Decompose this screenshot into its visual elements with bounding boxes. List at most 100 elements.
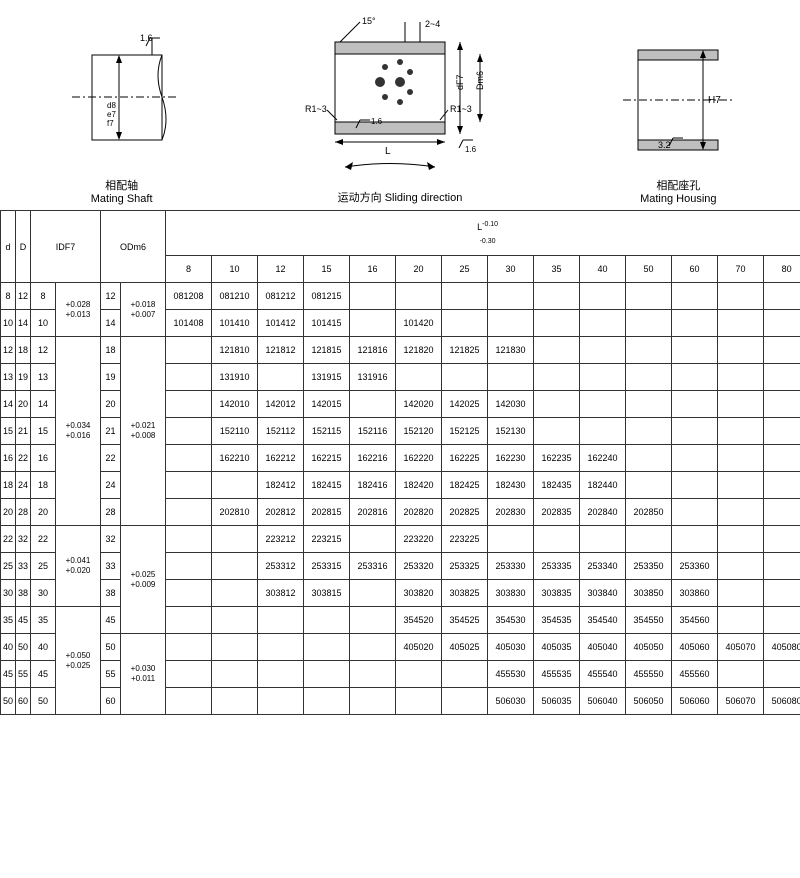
cell-L <box>764 337 800 364</box>
cell-L: 152110 <box>212 418 258 445</box>
cell-odm: 20 <box>101 391 121 418</box>
table-row: 1521152115211015211215211515211615212015… <box>1 418 800 445</box>
cell-L: 253360 <box>672 553 718 580</box>
diagram-mating-shaft: 1.6 d8 e7 f7 相配轴Mating Shaft <box>62 30 182 205</box>
cell-L: 405050 <box>626 634 672 661</box>
cell-L: 152115 <box>304 418 350 445</box>
cell-L: 182415 <box>304 472 350 499</box>
h-size-35: 35 <box>534 256 580 283</box>
cell-L: 455535 <box>534 661 580 688</box>
cell-L: 303840 <box>580 580 626 607</box>
cell-L: 142015 <box>304 391 350 418</box>
cell-L: 303835 <box>534 580 580 607</box>
cell-L <box>764 472 800 499</box>
cell-L: 354560 <box>672 607 718 634</box>
cell-L <box>212 472 258 499</box>
cell-L <box>212 607 258 634</box>
cell-L: 182440 <box>580 472 626 499</box>
table-row: 223222+0.041+0.02032+0.025+0.00922321222… <box>1 526 800 553</box>
cell-idf: 35 <box>31 607 56 634</box>
cell-L <box>718 283 764 310</box>
cell-L <box>442 310 488 337</box>
h-size-20: 20 <box>396 256 442 283</box>
h-size-8: 8 <box>166 256 212 283</box>
cell-L: 506050 <box>626 688 672 715</box>
cell-L: 101420 <box>396 310 442 337</box>
cell-L <box>166 472 212 499</box>
cell-L <box>304 661 350 688</box>
h-size-12: 12 <box>258 256 304 283</box>
cell-L <box>718 337 764 364</box>
cell-L <box>304 634 350 661</box>
cell-L <box>488 364 534 391</box>
cell-L: 253315 <box>304 553 350 580</box>
cell-L <box>718 526 764 553</box>
cell-d: 10 <box>1 310 16 337</box>
cell-L: 405030 <box>488 634 534 661</box>
r-left: R1~3 <box>305 104 327 114</box>
h-D: D <box>16 211 31 283</box>
cell-L <box>672 418 718 445</box>
cell-D: 28 <box>16 499 31 526</box>
cell-L: 162216 <box>350 445 396 472</box>
cell-L: 303815 <box>304 580 350 607</box>
cell-L: 202810 <box>212 499 258 526</box>
cell-idf: 20 <box>31 499 56 526</box>
mating-shaft-svg: 1.6 d8 e7 f7 <box>62 30 182 170</box>
cell-idf-tol: +0.041+0.020 <box>56 526 101 607</box>
cell-L <box>626 391 672 418</box>
cell-L <box>580 337 626 364</box>
spec-table: d D IDF7 ODm6 L-0.10 -0.30 8101215162025… <box>0 210 800 715</box>
cell-L: 303812 <box>258 580 304 607</box>
cell-L: 121812 <box>258 337 304 364</box>
cell-L: 455560 <box>672 661 718 688</box>
cell-L <box>580 283 626 310</box>
cell-odm: 60 <box>101 688 121 715</box>
cell-L: 162212 <box>258 445 304 472</box>
cell-L: 131915 <box>304 364 350 391</box>
cell-L <box>166 499 212 526</box>
cell-L <box>166 580 212 607</box>
cell-idf-tol: +0.034+0.016 <box>56 337 101 526</box>
cell-idf: 8 <box>31 283 56 310</box>
cell-L <box>166 661 212 688</box>
cell-L <box>534 364 580 391</box>
cell-idf: 45 <box>31 661 56 688</box>
cell-L <box>764 607 800 634</box>
cell-L: 081215 <box>304 283 350 310</box>
cell-L: 182420 <box>396 472 442 499</box>
cell-L: 121816 <box>350 337 396 364</box>
slide-cn: 运动方向 <box>338 192 382 204</box>
cell-L: 142030 <box>488 391 534 418</box>
cell-L: 253312 <box>258 553 304 580</box>
cell-L: 202840 <box>580 499 626 526</box>
cell-L <box>534 526 580 553</box>
L: L <box>385 146 391 157</box>
cell-L <box>764 364 800 391</box>
cell-L: 223220 <box>396 526 442 553</box>
cell-odm-tol: +0.021+0.008 <box>121 337 166 526</box>
cell-D: 33 <box>16 553 31 580</box>
cell-D: 24 <box>16 472 31 499</box>
cell-L: 182435 <box>534 472 580 499</box>
cell-L: 162220 <box>396 445 442 472</box>
cell-L: 354525 <box>442 607 488 634</box>
cell-L: 182425 <box>442 472 488 499</box>
h-odm6: ODm6 <box>101 211 166 283</box>
cell-odm: 18 <box>101 337 121 364</box>
diagrams-row: 1.6 d8 e7 f7 相配轴Mating Shaft 15° 2~4 R1~… <box>0 0 800 210</box>
h-size-15: 15 <box>304 256 350 283</box>
cell-D: 50 <box>16 634 31 661</box>
cell-L: 253340 <box>580 553 626 580</box>
cell-L: 081208 <box>166 283 212 310</box>
cell-idf: 13 <box>31 364 56 391</box>
cell-idf: 30 <box>31 580 56 607</box>
cell-L: 162235 <box>534 445 580 472</box>
cell-D: 38 <box>16 580 31 607</box>
cell-L <box>488 283 534 310</box>
cell-L: 131916 <box>350 364 396 391</box>
cell-D: 60 <box>16 688 31 715</box>
cell-L <box>166 526 212 553</box>
cell-L <box>258 688 304 715</box>
H7: H7 <box>708 95 721 106</box>
